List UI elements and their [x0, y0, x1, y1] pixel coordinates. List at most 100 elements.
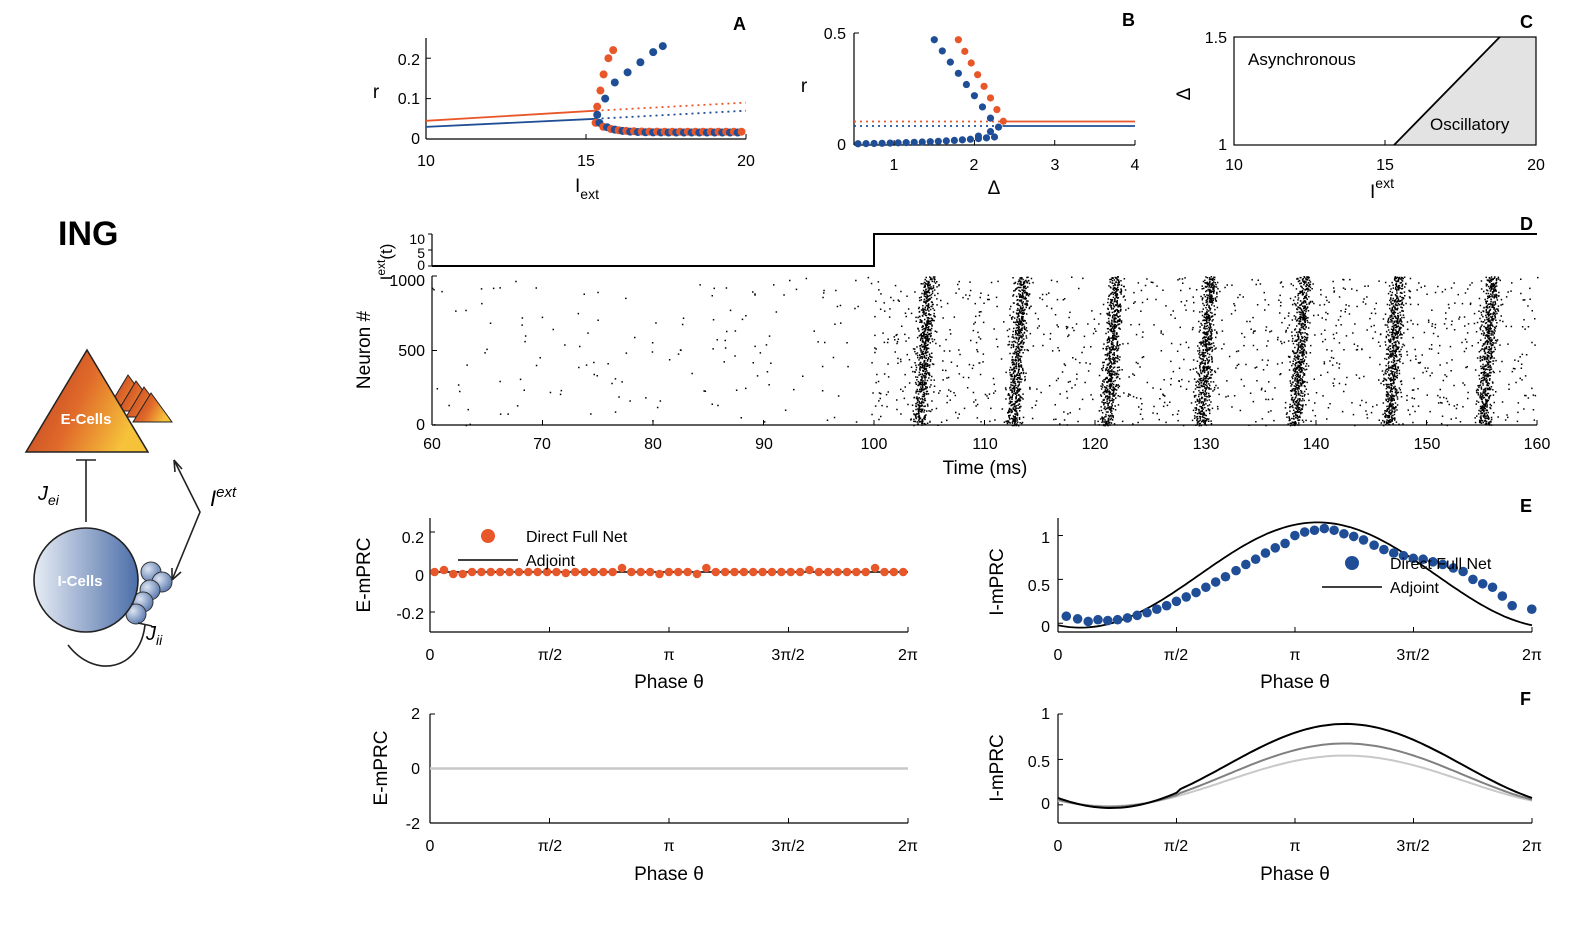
- tick-label: 0.5: [1028, 754, 1050, 771]
- low-branch-point: [862, 140, 870, 148]
- direct-point: [514, 567, 524, 577]
- tick-label: 0.2: [402, 530, 424, 547]
- low-branch-point: [966, 135, 975, 143]
- tick-label: 2π: [898, 838, 918, 855]
- panel-c: C Asynchronous Oscillatory Δ Iext 10 15 …: [1174, 12, 1545, 203]
- low-branch-point: [886, 139, 894, 147]
- panel-a-plot: [425, 38, 747, 140]
- prc-curve-mid: [1057, 742, 1533, 808]
- tick-label: 3π/2: [771, 838, 804, 855]
- high-branch-point: [649, 48, 658, 57]
- tick-label: 3: [1051, 157, 1060, 174]
- high-branch-point: [938, 47, 946, 55]
- direct-point: [861, 567, 871, 577]
- high-branch-point: [954, 36, 962, 44]
- tick-label: π/2: [1164, 838, 1188, 855]
- tick-label: 0.5: [824, 26, 846, 43]
- direct-point: [561, 568, 571, 578]
- high-branch-point: [961, 47, 969, 55]
- tick-label: 1000: [389, 273, 425, 290]
- panel-f-right: F I-mPRC Phase θ 0 0.5 1 0 π/2 π 3π/2 2π: [987, 689, 1542, 885]
- high-branch-point: [609, 46, 618, 55]
- direct-point: [1448, 563, 1459, 573]
- high-branch-point: [930, 36, 938, 44]
- direct-point: [720, 567, 730, 577]
- legend-direct-label: Direct Full Net: [1390, 556, 1492, 573]
- direct-point: [1299, 527, 1310, 537]
- tick-label: 15: [577, 153, 595, 170]
- jii-self-arrow: [67, 624, 146, 667]
- tick-label: -0.2: [396, 606, 424, 623]
- tick-label: 0.2: [398, 52, 420, 69]
- high-branch-point: [596, 86, 605, 95]
- direct-point: [1388, 548, 1399, 558]
- tick-label: 2π: [898, 647, 918, 664]
- tick-label: 2π: [1522, 647, 1542, 664]
- raster-spikes: [432, 276, 1539, 427]
- direct-point: [683, 567, 692, 577]
- panel-f-right-plot: [1057, 713, 1533, 824]
- direct-point: [1220, 571, 1231, 582]
- tick-label: 0: [416, 417, 425, 434]
- direct-point: [823, 567, 833, 577]
- tick-label: 0: [837, 137, 846, 154]
- direct-point: [889, 567, 899, 577]
- tick-label: 90: [755, 436, 773, 453]
- high-branch-point: [610, 78, 619, 87]
- panel-b-ylabel: r: [801, 76, 808, 97]
- tick-label: 110: [972, 436, 998, 453]
- series-line: [595, 101, 747, 112]
- direct-point: [898, 567, 908, 577]
- low-branch-point: [926, 138, 934, 146]
- direct-point: [1152, 604, 1162, 614]
- tick-label: 20: [1527, 157, 1545, 174]
- direct-point: [1171, 596, 1182, 607]
- iext-label: Iext: [210, 484, 237, 511]
- tick-label: 70: [533, 436, 551, 453]
- panel-d-label: D: [1520, 214, 1533, 234]
- high-branch-point: [986, 94, 995, 102]
- panel-d-ylabel: Neuron #: [354, 310, 375, 389]
- tick-label: 1: [1041, 530, 1050, 547]
- tick-label: 0: [1054, 647, 1063, 664]
- direct-point: [1270, 543, 1281, 553]
- e-cells-label: E-Cells: [61, 411, 112, 428]
- panel-e-left-ylabel: E-mPRC: [354, 538, 375, 613]
- direct-point: [449, 569, 458, 579]
- panel-d-raster-plot: [431, 275, 1539, 427]
- direct-point: [758, 567, 767, 577]
- tick-label: 2: [970, 157, 979, 174]
- panel-a-label: A: [733, 14, 746, 34]
- low-branch-point: [986, 127, 995, 136]
- boundary-line: [1393, 36, 1501, 146]
- high-branch-point: [954, 69, 962, 77]
- direct-point: [673, 567, 683, 577]
- low-branch-point: [934, 137, 942, 145]
- direct-point: [533, 567, 542, 577]
- panel-c-plot: [1233, 36, 1537, 146]
- panel-f-left-xlabel: Phase θ: [634, 864, 704, 885]
- i-cells-label: I-Cells: [57, 573, 102, 590]
- direct-point: [1161, 600, 1172, 611]
- high-branch-point: [593, 102, 602, 111]
- direct-point: [1260, 548, 1271, 558]
- panel-c-xlabel: Iext: [1370, 175, 1394, 203]
- low-branch-point: [942, 137, 950, 145]
- panel-f-left-plot: [429, 713, 909, 824]
- tick-label: 0.1: [398, 91, 420, 108]
- high-branch-point: [970, 92, 979, 100]
- direct-point: [1379, 544, 1389, 555]
- tick-label: π/2: [538, 647, 562, 664]
- direct-point: [552, 567, 561, 577]
- tick-label: 80: [644, 436, 662, 453]
- panel-d-xlabel: Time (ms): [943, 458, 1028, 479]
- direct-point: [1181, 592, 1192, 602]
- tick-label: 10: [417, 153, 435, 170]
- panel-f-right-xlabel: Phase θ: [1260, 864, 1330, 885]
- high-branch-point: [593, 110, 602, 119]
- low-branch-point: [990, 133, 999, 141]
- direct-point: [1201, 582, 1211, 593]
- panel-f-label: F: [1520, 689, 1531, 709]
- tick-label: 15: [1376, 157, 1394, 174]
